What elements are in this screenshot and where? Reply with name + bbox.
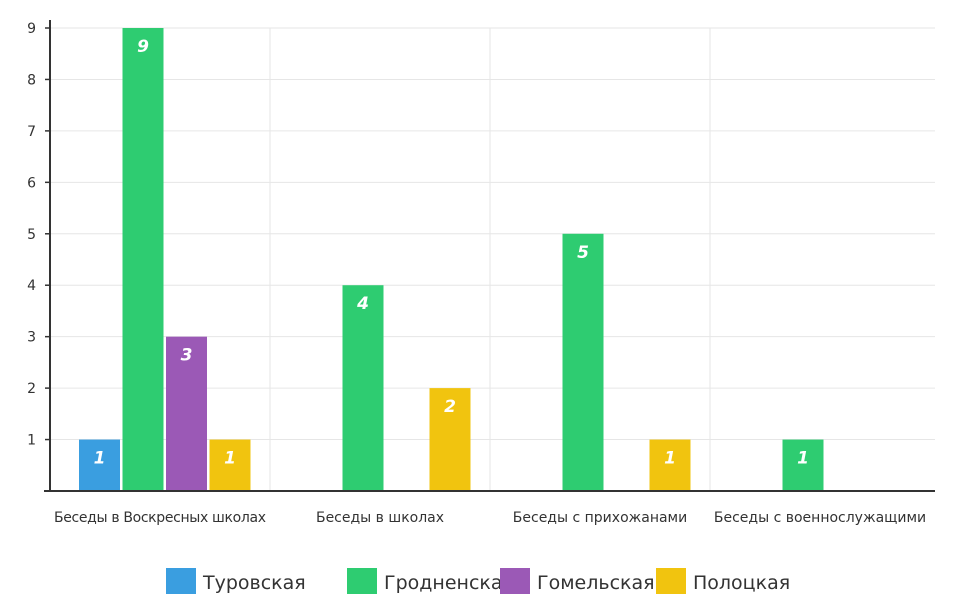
data-label: 5 <box>577 243 589 263</box>
legend-swatch <box>500 568 530 594</box>
legend-label: Гомельская <box>537 572 655 594</box>
data-label: 4 <box>356 294 369 314</box>
bar <box>122 28 164 491</box>
data-label: 1 <box>664 449 676 469</box>
legend: Туровская Гродненская Гомельская Полоцкая <box>166 568 790 594</box>
bar <box>209 439 251 491</box>
data-labels: 1 9 4 5 1 3 1 2 1 <box>94 37 809 469</box>
x-category-label: Беседы в Воскресных школах <box>54 510 266 526</box>
data-label: 1 <box>224 449 236 469</box>
x-category-label: Беседы с военнослужащими <box>714 510 926 526</box>
y-tick-label: 6 <box>27 175 36 191</box>
bar <box>649 439 691 491</box>
y-tick-label: 2 <box>27 381 36 397</box>
data-label: 1 <box>797 449 809 469</box>
y-tick-label: 3 <box>27 330 36 346</box>
y-tick-label: 4 <box>27 278 36 294</box>
bars <box>79 28 824 491</box>
data-label: 9 <box>137 37 149 57</box>
y-axis-ticks: 1 2 3 4 5 6 7 8 9 <box>27 21 50 449</box>
x-axis-labels: Беседы в Воскресных школах Беседы в школа… <box>54 510 926 526</box>
data-label: 2 <box>444 397 456 417</box>
bar <box>342 285 384 491</box>
legend-swatch <box>166 568 196 594</box>
legend-swatch <box>347 568 377 594</box>
bar <box>562 233 604 491</box>
x-category-label: Беседы с прихожанами <box>513 510 687 526</box>
y-tick-label: 9 <box>27 21 36 37</box>
data-label: 1 <box>94 449 106 469</box>
y-tick-label: 7 <box>27 124 36 140</box>
legend-swatch <box>656 568 686 594</box>
data-label: 3 <box>181 346 193 366</box>
y-tick-label: 5 <box>27 227 36 243</box>
bar <box>166 336 207 491</box>
bar <box>429 388 471 491</box>
axes <box>44 20 935 492</box>
legend-label: Гродненская <box>384 572 514 594</box>
legend-label: Туровская <box>202 572 306 594</box>
y-tick-label: 1 <box>27 433 36 449</box>
bar <box>79 439 120 491</box>
legend-label: Полоцкая <box>693 572 790 594</box>
y-tick-label: 8 <box>27 72 36 88</box>
x-category-label: Беседы в школах <box>316 510 444 526</box>
bar <box>782 439 824 491</box>
